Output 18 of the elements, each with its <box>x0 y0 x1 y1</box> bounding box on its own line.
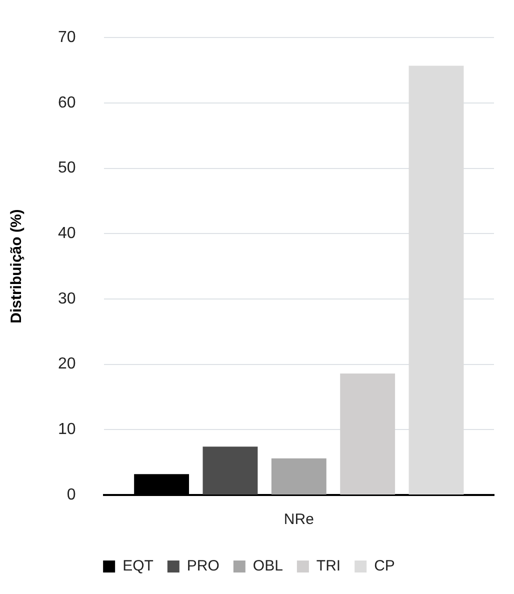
legend-label: OBL <box>252 558 283 575</box>
legend-label: EQT <box>122 558 154 575</box>
x-tick-label: NRe <box>284 511 314 528</box>
y-tick-label: 50 <box>58 160 76 177</box>
legend-label: PRO <box>186 558 220 575</box>
bar <box>202 446 258 494</box>
bar <box>340 373 396 494</box>
y-tick-label: 40 <box>58 225 76 242</box>
legend-label: TRI <box>316 558 341 575</box>
y-tick-label: 60 <box>58 94 76 112</box>
y-tick-label: 30 <box>58 290 76 308</box>
y-tick-label: 70 <box>58 29 76 46</box>
y-axis-title: Distribuição (%) <box>8 209 26 324</box>
y-tick-label: 10 <box>58 421 76 438</box>
bar <box>271 458 326 494</box>
y-tick-label: 20 <box>58 356 76 373</box>
legend-label: CP <box>374 558 395 575</box>
y-tick-label: 0 <box>66 486 76 504</box>
